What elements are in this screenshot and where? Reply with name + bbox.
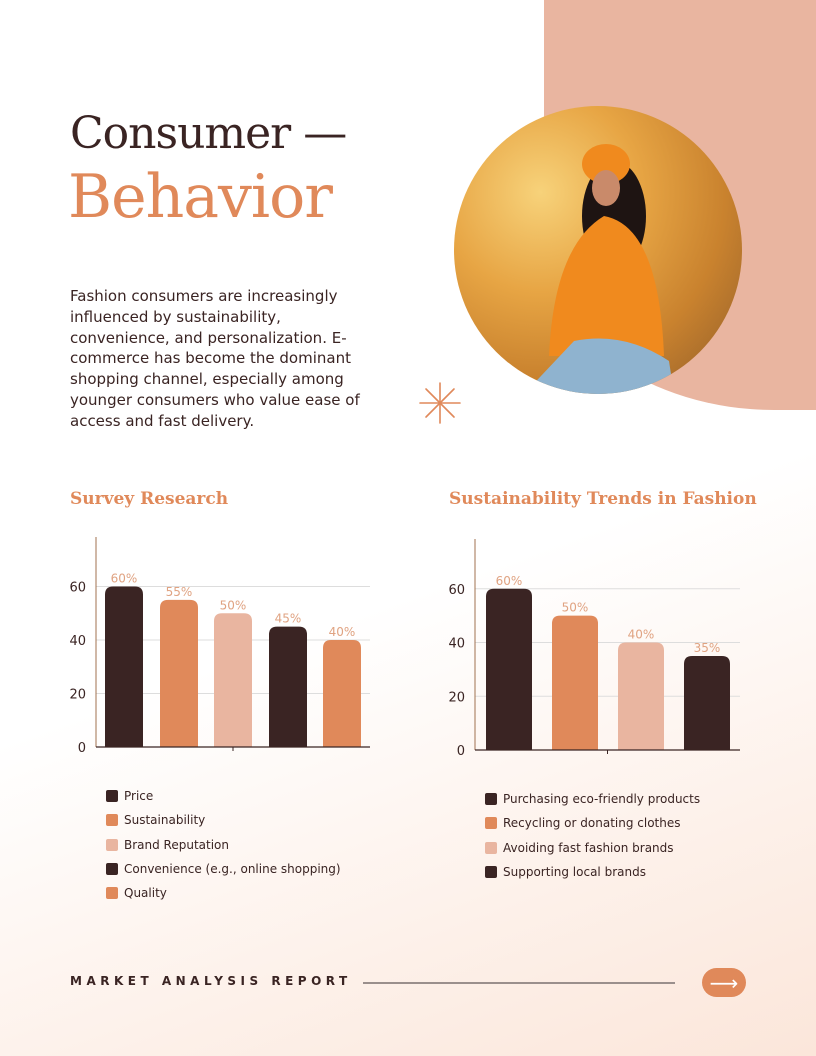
legend-item: Price [106, 784, 341, 808]
data-label: 40% [329, 625, 356, 639]
footer-label: MARKET ANALYSIS REPORT [70, 974, 352, 988]
data-label: 60% [496, 574, 523, 588]
chart-title-survey: Survey Research [70, 489, 229, 509]
legend-swatch [485, 793, 497, 806]
y-tick-label: 0 [78, 741, 86, 756]
bar [105, 586, 143, 747]
legend-item: Purchasing eco-friendly products [485, 787, 700, 811]
legend-swatch [106, 863, 118, 876]
data-label: 50% [562, 601, 589, 615]
legend-swatch [106, 887, 118, 900]
legend-item: Avoiding fast fashion brands [485, 836, 700, 860]
legend-swatch [485, 841, 497, 854]
bar [160, 599, 198, 747]
legend-sustainability: Purchasing eco-friendly products Recyclin… [485, 787, 700, 884]
legend-swatch [106, 790, 118, 803]
y-tick-label: 40 [448, 637, 465, 652]
page-title-line2: Behavior [68, 162, 333, 232]
chart-title-sustainability: Sustainability Trends in Fashion [449, 489, 757, 509]
legend-survey: Price Sustainability Brand Reputation Conve… [106, 784, 341, 905]
y-tick-label: 0 [457, 744, 465, 759]
bar [618, 642, 664, 750]
intro-paragraph: Fashion consumers are increasingly influ… [70, 287, 360, 430]
footer-divider [363, 982, 675, 984]
y-tick-label: 40 [69, 634, 86, 649]
legend-label: Purchasing eco-friendly products [503, 792, 701, 807]
data-label: 40% [628, 628, 655, 642]
next-button[interactable]: ⟶ [702, 968, 746, 997]
legend-swatch [106, 838, 118, 851]
bar [684, 655, 730, 750]
arrow-right-icon: ⟶ [709, 970, 739, 995]
legend-item: Recycling or donating clothes [485, 811, 700, 835]
model-photo [454, 106, 742, 394]
legend-label: Avoiding fast fashion brands [503, 840, 674, 855]
data-label: 60% [111, 572, 138, 586]
data-label: 50% [220, 598, 247, 612]
legend-label: Supporting local brands [503, 865, 646, 880]
y-tick-label: 60 [448, 583, 465, 598]
data-label: 55% [166, 585, 193, 599]
legend-label: Brand Reputation [124, 837, 230, 852]
y-tick-label: 20 [448, 690, 465, 705]
bar [486, 588, 532, 750]
legend-swatch [485, 866, 497, 879]
legend-item: Supporting local brands [485, 860, 700, 884]
bar [323, 640, 361, 747]
legend-label: Convenience (e.g., online shopping) [124, 862, 341, 877]
data-label: 35% [694, 641, 721, 655]
legend-item: Convenience (e.g., online shopping) [106, 857, 341, 881]
starburst-icon [419, 382, 461, 424]
bar [214, 613, 252, 747]
legend-swatch [106, 814, 118, 827]
legend-item: Quality [106, 881, 341, 905]
bar [552, 615, 598, 750]
legend-item: Sustainability [106, 808, 341, 832]
data-label: 45% [275, 612, 302, 626]
legend-label: Sustainability [124, 813, 206, 828]
page-title-line1: Consumer — [70, 108, 347, 159]
y-tick-label: 60 [69, 581, 86, 596]
legend-label: Quality [124, 886, 167, 901]
legend-item: Brand Reputation [106, 833, 341, 857]
y-tick-label: 20 [69, 688, 86, 703]
legend-label: Price [124, 789, 154, 804]
bar [269, 626, 307, 747]
legend-label: Recycling or donating clothes [503, 816, 681, 831]
legend-swatch [485, 817, 497, 830]
